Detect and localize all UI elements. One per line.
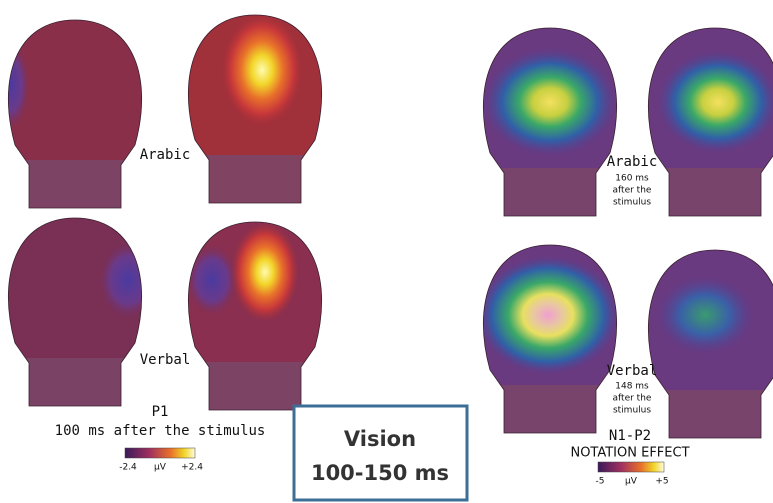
head-maps: [8, 14, 773, 439]
caption: NOTATION EFFECT: [570, 446, 689, 461]
row-note: after the: [613, 186, 652, 196]
head-outline: [8, 19, 142, 209]
activation: [656, 50, 773, 154]
head-outline: [648, 249, 773, 439]
activation: [655, 275, 755, 355]
neck: [8, 358, 142, 406]
scale-unit: µV: [154, 463, 167, 473]
component-label: N1-P2: [609, 428, 651, 444]
head-outline: [188, 221, 322, 411]
head-outline: [483, 244, 617, 434]
color-scale: [597, 461, 665, 473]
row-label: Arabic: [607, 154, 658, 170]
head: [483, 245, 617, 433]
head-outline: [188, 14, 322, 204]
scale-max: +5: [655, 477, 668, 487]
neck: [648, 168, 773, 216]
box-line: 100-150 ms: [311, 461, 449, 485]
head: [483, 28, 617, 216]
activation: [98, 240, 142, 320]
row-note: stimulus: [613, 198, 651, 208]
head: [648, 250, 773, 438]
neck: [648, 390, 773, 438]
color-scale: [124, 447, 196, 459]
neck: [483, 385, 617, 433]
scale-unit: µV: [625, 477, 638, 487]
activation: [483, 47, 617, 157]
component-label: P1: [152, 404, 169, 420]
head-outline: [648, 27, 773, 217]
neck: [483, 168, 617, 216]
activation: [188, 244, 238, 316]
row-note: after the: [613, 394, 652, 404]
highlight-box: [292, 404, 469, 502]
activation: [8, 40, 30, 130]
activation: [231, 222, 299, 322]
activation: [483, 255, 617, 375]
row-label: Verbal: [607, 363, 658, 379]
row-label: Arabic: [140, 147, 191, 163]
box-line: Vision: [344, 427, 416, 451]
caption: 100 ms after the stimulus: [55, 423, 266, 439]
head: [188, 15, 322, 203]
head: [8, 218, 142, 406]
head-outline: [483, 27, 617, 217]
scale-max: +2.4: [181, 463, 203, 473]
scale-min: -2.4: [119, 463, 137, 473]
neck: [8, 160, 142, 208]
row-label: Verbal: [140, 352, 191, 368]
row-note: 148 ms: [615, 382, 649, 392]
row-note: stimulus: [613, 406, 651, 416]
row-note: 160 ms: [615, 174, 649, 184]
head: [648, 28, 773, 216]
head-outline: [8, 217, 142, 407]
activation: [220, 15, 304, 128]
head: [8, 20, 142, 208]
head: [188, 222, 322, 410]
neck: [188, 362, 322, 410]
neck: [188, 155, 322, 203]
scale-min: -5: [596, 477, 605, 487]
